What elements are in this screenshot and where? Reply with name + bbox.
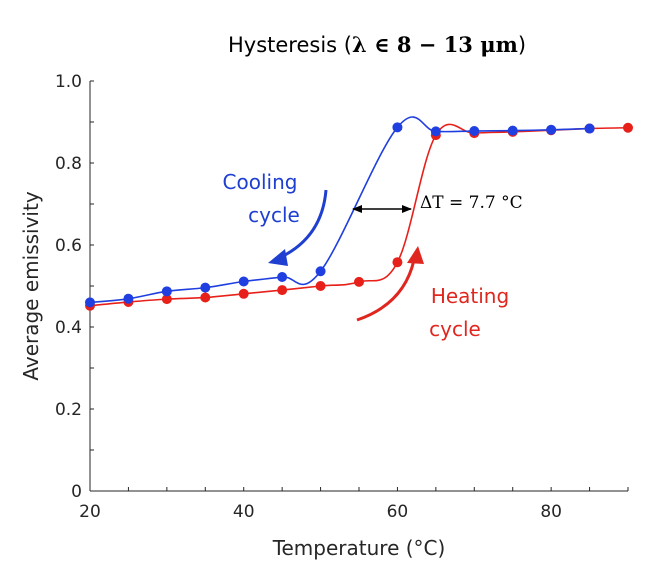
y-axis-label: Average emissivity bbox=[19, 191, 43, 380]
heating-cycle-point bbox=[623, 122, 633, 133]
cooling-cycle-point bbox=[507, 125, 518, 136]
y-tick-label: 0.8 bbox=[55, 154, 82, 174]
heating-cycle-point bbox=[392, 257, 403, 268]
heating-cycle-point bbox=[354, 276, 364, 287]
x-tick-label: 20 bbox=[79, 502, 101, 522]
cooling-cycle-point bbox=[277, 271, 288, 282]
delta-t-label: ΔT = 7.7 °C bbox=[420, 193, 523, 213]
cooling-cycle-point bbox=[469, 126, 480, 137]
cooling-cycle-point bbox=[123, 293, 134, 304]
y-tick-label: 1.0 bbox=[55, 72, 82, 92]
cooling-cycle-point bbox=[392, 122, 403, 133]
cooling-arrowhead bbox=[268, 249, 288, 266]
heating-label-line2: cycle bbox=[429, 317, 481, 341]
heating-arrowhead bbox=[407, 246, 424, 264]
cooling-cycle-point bbox=[85, 297, 95, 308]
heating-cycle-point bbox=[161, 294, 172, 305]
cooling-cycle-point bbox=[161, 286, 172, 297]
cooling-annotation: Cooling cycle bbox=[223, 170, 328, 266]
chart-title-math: λ ∈ 8 − 13 μm bbox=[352, 32, 518, 57]
heating-label-line1: Heating bbox=[431, 284, 509, 308]
axis-ticks bbox=[89, 80, 629, 492]
delta-t-annotation: ΔT = 7.7 °C bbox=[352, 193, 523, 213]
cooling-cycle-point bbox=[546, 124, 557, 135]
cooling-cycle-point bbox=[238, 276, 249, 287]
series-layer bbox=[85, 116, 633, 311]
cooling-label-line2: cycle bbox=[248, 203, 300, 227]
heating-cycle-point bbox=[315, 281, 326, 291]
chart-title: Hysteresis (λ ∈ 8 − 13 μm) bbox=[228, 32, 526, 57]
y-tick-label: 0 bbox=[71, 482, 82, 502]
y-tick-label: 0.6 bbox=[55, 236, 82, 256]
x-axis-label: Temperature (°C) bbox=[272, 536, 446, 560]
heating-cycle-point bbox=[200, 292, 211, 303]
heating-arrow bbox=[356, 259, 416, 322]
tick-labels: 20 40 60 80 0 0.2 0.4 0.6 0.8 1.0 bbox=[55, 72, 562, 522]
cooling-cycle-point bbox=[200, 282, 211, 293]
x-tick-label: 60 bbox=[387, 502, 409, 522]
cooling-cycle-point bbox=[430, 126, 441, 137]
cooling-label-line1: Cooling bbox=[223, 170, 298, 194]
heating-cycle-series bbox=[85, 122, 633, 311]
cooling-arrow bbox=[278, 189, 328, 260]
x-tick-label: 40 bbox=[233, 502, 255, 522]
x-tick-label: 80 bbox=[540, 502, 562, 522]
heating-cycle-point bbox=[238, 288, 249, 299]
heating-annotation: Heating cycle bbox=[356, 246, 509, 341]
heating-cycle-point bbox=[277, 285, 288, 296]
cooling-cycle-series bbox=[85, 116, 595, 308]
y-tick-label: 0.4 bbox=[55, 318, 82, 338]
cooling-cycle-point bbox=[315, 266, 326, 277]
y-tick-label: 0.2 bbox=[55, 400, 82, 420]
cooling-cycle-point bbox=[584, 123, 595, 134]
